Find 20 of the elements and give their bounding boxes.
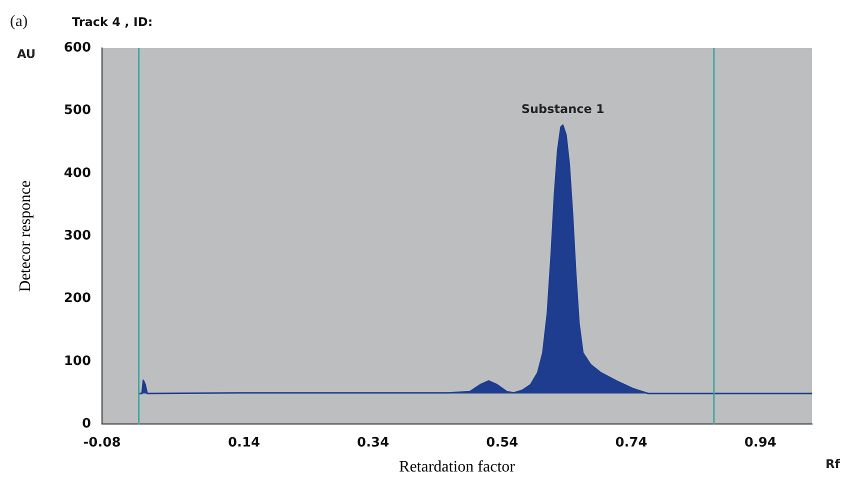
y-tick-label: 200 — [64, 291, 91, 306]
x-tick-label: 0.74 — [615, 435, 648, 450]
text: (a) — [10, 13, 28, 30]
x-tick-label: 0.94 — [744, 435, 776, 450]
y-tick-label: 100 — [64, 354, 91, 369]
y-tick-label: 400 — [64, 166, 91, 181]
x-tick-label: 0.34 — [357, 435, 390, 450]
text: AU — [17, 47, 36, 61]
annotation: Substance 1 — [521, 102, 604, 116]
x-tick-label: -0.08 — [83, 435, 121, 450]
y-tick-label: 500 — [64, 103, 91, 118]
text: Rf — [826, 457, 841, 472]
x-axis-title: Retardation factor — [399, 458, 516, 476]
chart-title: Track 4 , ID: — [72, 15, 153, 29]
x-tick-label: 0.54 — [486, 435, 518, 450]
y-tick-label: 600 — [64, 40, 91, 56]
y-axis-title: Detecor responce — [16, 180, 34, 292]
x-tick-label: 0.14 — [228, 435, 260, 450]
y-tick-label: 0 — [82, 416, 91, 432]
y-tick-label: 300 — [64, 228, 91, 244]
